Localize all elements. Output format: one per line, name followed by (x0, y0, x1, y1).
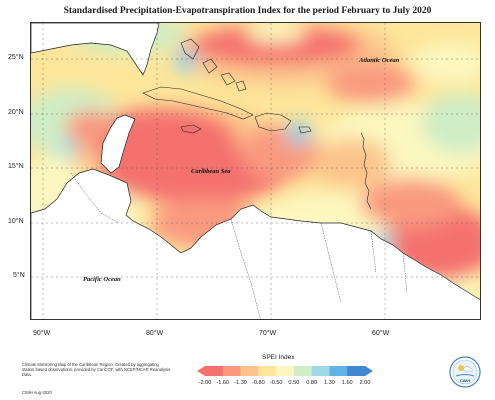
lat-label-10n: 10°N (8, 218, 24, 225)
legend-swatch (240, 366, 259, 376)
legend-title: SPEI Index (262, 354, 295, 361)
legend-swatch (276, 366, 295, 376)
lat-label-20n: 20°N (8, 109, 24, 116)
legend-swatch (329, 366, 348, 376)
country-borders (70, 172, 408, 319)
lon-label-80w: 80°W (146, 330, 164, 337)
legend-tick-label: -2.00 (198, 380, 212, 386)
caribbean-islands (142, 38, 372, 210)
lon-label-70w: 70°W (259, 330, 277, 337)
land-mask (31, 114, 480, 319)
lat-label-25n: 25°N (8, 54, 24, 61)
legend-swatch (205, 366, 224, 376)
legend-tick-label: 0.50 (288, 380, 300, 386)
svg-text:CIMH: CIMH (460, 378, 470, 383)
caribbean-sea-label: Caribbean Sea (191, 168, 231, 175)
lon-label-60w: 60°W (372, 330, 390, 337)
legend-swatch (311, 366, 330, 376)
legend-tick-label: -1.60 (216, 380, 230, 386)
legend-tick-label: -0.50 (269, 380, 283, 386)
legend-tick-label: 1.60 (341, 380, 353, 386)
legend-colorbar (197, 366, 373, 376)
map-frame: Atlantic Ocean Caribbean Sea Pacific Oce… (30, 22, 481, 320)
lat-label-15n: 15°N (8, 163, 24, 170)
lon-label-90w: 90°W (33, 330, 51, 337)
legend-tick-label: 1.30 (323, 380, 335, 386)
legend-tick-label: -0.80 (251, 380, 265, 386)
legend-tick-label: 0.80 (306, 380, 318, 386)
legend-tick-label: 2.00 (359, 380, 371, 386)
spei-map: Atlantic Ocean Caribbean Sea Pacific Oce… (31, 23, 480, 319)
map-title: Standardised Precipitation-Evapotranspir… (63, 6, 432, 16)
lat-label-5n: 5°N (13, 272, 25, 279)
legend-swatch (347, 366, 366, 376)
florida (31, 23, 160, 76)
legend-swatch (222, 366, 241, 376)
legend-arrow-low (197, 366, 205, 376)
cimh-logo: CIMH (449, 356, 481, 388)
atlantic-ocean-label: Atlantic Ocean (358, 57, 400, 64)
pacific-ocean-label: Pacific Ocean (83, 276, 121, 283)
legend-arrow-high (365, 366, 373, 376)
legend-swatch (293, 366, 312, 376)
legend-swatch (258, 366, 277, 376)
credits-footnote: CIMH Aug-2020 (22, 390, 52, 395)
credits-text: Climate Monitoring Map of the Caribbean … (22, 362, 171, 378)
legend-tick-label: -1.30 (234, 380, 247, 386)
graticule (31, 23, 480, 319)
